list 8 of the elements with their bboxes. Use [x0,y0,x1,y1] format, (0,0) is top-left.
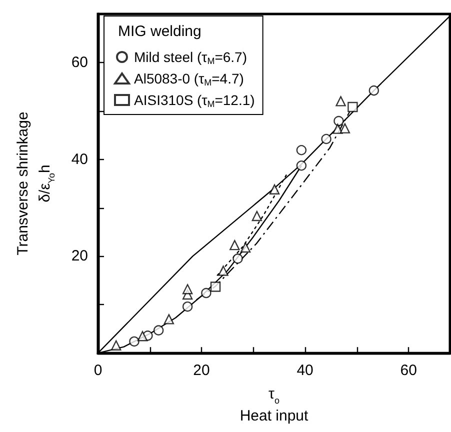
y-tick-label: 60 [71,54,88,71]
legend-title: MIG welding [118,23,202,40]
x-tick-label: 40 [296,362,314,380]
x-tick-label: 0 [94,362,102,380]
x-tick-label: 60 [400,362,417,380]
y-tick-label: 20 [71,248,88,265]
x-tick-label: 20 [193,362,210,380]
y-tick-label: 40 [71,150,88,168]
